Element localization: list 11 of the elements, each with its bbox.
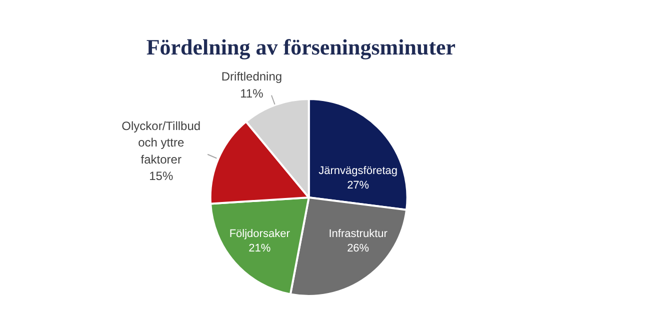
- slice-label: Följdorsaker: [229, 228, 290, 240]
- data-label: 11%: [240, 86, 264, 100]
- chart-title: Fördelning av förseningsminuter: [146, 34, 456, 60]
- data-label: 21%: [248, 242, 271, 254]
- slice-label: Olyckor/Tillbud och yttre faktorer: [122, 118, 201, 166]
- data-label: 27%: [347, 179, 370, 192]
- data-label: 15%: [149, 169, 174, 184]
- slice-label: Järnvägsföretag: [318, 164, 398, 177]
- slice-label: Driftledning: [221, 70, 282, 84]
- slice-label: Infrastruktur: [328, 228, 388, 240]
- data-label: 26%: [347, 242, 370, 254]
